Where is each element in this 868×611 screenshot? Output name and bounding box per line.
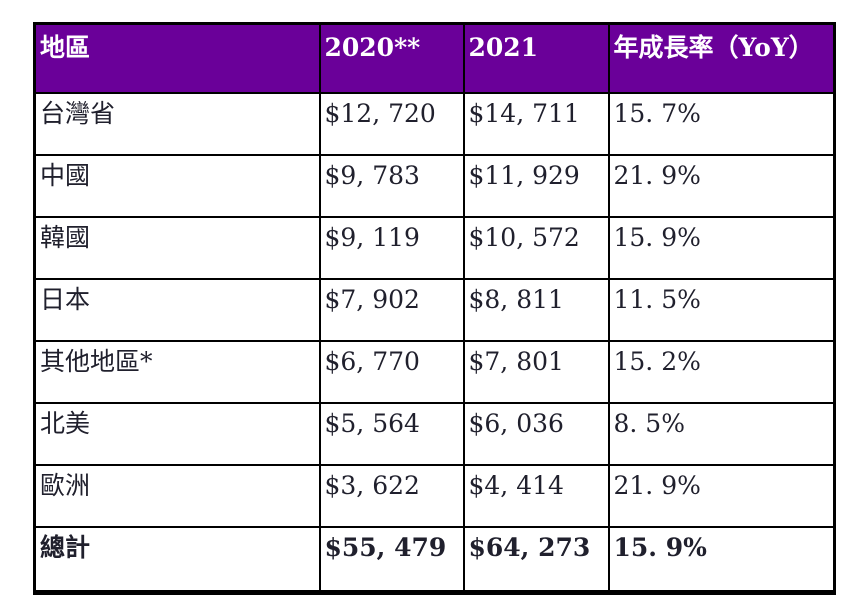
column-header-2021: 2021 xyxy=(462,22,610,94)
value-2020-cell: $9, 783 xyxy=(318,154,465,218)
region-cell: 其他地區* xyxy=(33,340,321,404)
column-header-region: 地區 xyxy=(33,22,321,94)
regional-revenue-table: 地區 2020** 2021 年成長率（YoY） 台灣省 $12, 720 $1… xyxy=(33,22,836,595)
value-2021-cell: $10, 572 xyxy=(462,216,610,280)
yoy-cell: 11. 5% xyxy=(607,278,836,342)
table-row: 台灣省 $12, 720 $14, 711 15. 7% xyxy=(33,92,836,156)
value-2021-cell: $7, 801 xyxy=(462,340,610,404)
table-row: 韓國 $9, 119 $10, 572 15. 9% xyxy=(33,216,836,280)
yoy-cell: 21. 9% xyxy=(607,154,836,218)
table-row: 中國 $9, 783 $11, 929 21. 9% xyxy=(33,154,836,218)
value-2020-cell: $3, 622 xyxy=(318,464,465,528)
table-row: 歐洲 $3, 622 $4, 414 21. 9% xyxy=(33,464,836,528)
table-row-total: 總計 $55, 479 $64, 273 15. 9% xyxy=(33,526,836,593)
yoy-cell: 15. 2% xyxy=(607,340,836,404)
header-row: 地區 2020** 2021 年成長率（YoY） xyxy=(33,22,836,94)
value-2021-cell: $4, 414 xyxy=(462,464,610,528)
region-cell: 中國 xyxy=(33,154,321,218)
value-2020-cell: $9, 119 xyxy=(318,216,465,280)
region-cell: 總計 xyxy=(33,526,321,593)
table-row: 北美 $5, 564 $6, 036 8. 5% xyxy=(33,402,836,466)
value-2021-cell: $11, 929 xyxy=(462,154,610,218)
value-2020-cell: $7, 902 xyxy=(318,278,465,342)
region-cell: 北美 xyxy=(33,402,321,466)
column-header-yoy: 年成長率（YoY） xyxy=(607,22,836,94)
value-2020-cell: $6, 770 xyxy=(318,340,465,404)
yoy-cell: 21. 9% xyxy=(607,464,836,528)
table-row: 日本 $7, 902 $8, 811 11. 5% xyxy=(33,278,836,342)
region-cell: 台灣省 xyxy=(33,92,321,156)
yoy-cell: 15. 9% xyxy=(607,216,836,280)
table-row: 其他地區* $6, 770 $7, 801 15. 2% xyxy=(33,340,836,404)
yoy-cell: 15. 7% xyxy=(607,92,836,156)
value-2020-cell: $12, 720 xyxy=(318,92,465,156)
value-2021-cell: $6, 036 xyxy=(462,402,610,466)
value-2020-cell: $5, 564 xyxy=(318,402,465,466)
region-cell: 韓國 xyxy=(33,216,321,280)
value-2021-cell: $8, 811 xyxy=(462,278,610,342)
value-2020-cell: $55, 479 xyxy=(318,526,465,593)
region-cell: 日本 xyxy=(33,278,321,342)
region-cell: 歐洲 xyxy=(33,464,321,528)
yoy-cell: 8. 5% xyxy=(607,402,836,466)
value-2021-cell: $64, 273 xyxy=(462,526,610,593)
column-header-2020: 2020** xyxy=(318,22,465,94)
value-2021-cell: $14, 711 xyxy=(462,92,610,156)
yoy-cell: 15. 9% xyxy=(607,526,836,593)
